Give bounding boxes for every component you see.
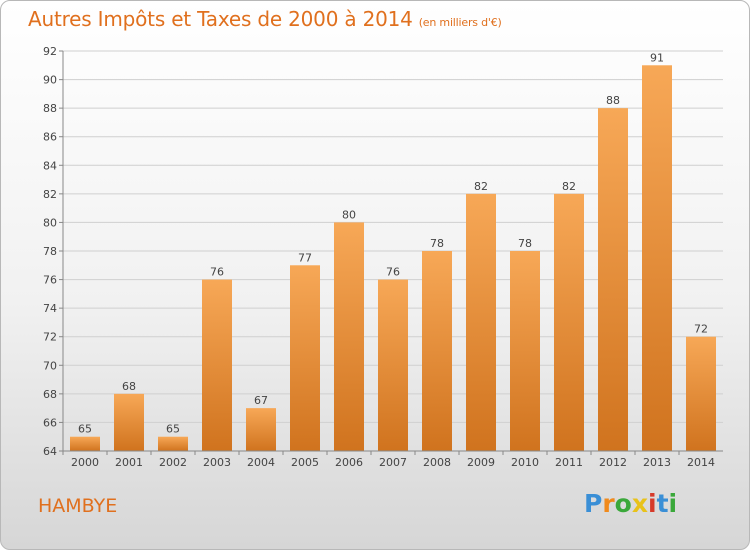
bar-value-label: 76 — [386, 266, 400, 279]
logo-letter: r — [602, 489, 615, 518]
bar-value-label: 88 — [606, 94, 620, 107]
y-tick-label: 76 — [43, 274, 57, 287]
bar-value-label: 77 — [298, 251, 312, 264]
y-tick-label: 70 — [43, 359, 57, 372]
bar-value-label: 76 — [210, 266, 224, 279]
bar — [158, 436, 188, 451]
x-tick-label: 2012 — [599, 456, 627, 469]
y-tick-label: 66 — [43, 416, 57, 429]
bar-value-label: 80 — [342, 208, 356, 221]
bar — [466, 193, 496, 451]
chart-title-text: Autres Impôts et Taxes de 2000 à 2014 — [28, 7, 413, 31]
y-tick-label: 78 — [43, 245, 57, 258]
bar-value-label: 91 — [650, 51, 664, 64]
x-tick-label: 2001 — [115, 456, 143, 469]
bar-value-label: 78 — [430, 237, 444, 250]
y-tick-label: 92 — [43, 45, 57, 58]
place-name: HAMBYE — [38, 495, 118, 517]
y-tick-label: 68 — [43, 388, 57, 401]
bar — [246, 408, 276, 451]
bar — [686, 336, 716, 451]
bar-value-label: 67 — [254, 394, 268, 407]
y-tick-label: 80 — [43, 216, 57, 229]
bar-value-label: 65 — [78, 423, 92, 436]
logo-letter: i — [648, 489, 657, 518]
bar-value-label: 82 — [562, 180, 576, 193]
y-tick-label: 64 — [43, 445, 57, 458]
y-tick-label: 86 — [43, 131, 57, 144]
bar — [598, 108, 628, 452]
y-tick-label: 82 — [43, 188, 57, 201]
bar-value-label: 68 — [122, 380, 136, 393]
chart-title: Autres Impôts et Taxes de 2000 à 2014 (en… — [28, 7, 502, 31]
bar — [202, 279, 232, 451]
y-tick-label: 84 — [43, 159, 57, 172]
y-tick-label: 74 — [43, 302, 57, 315]
bar — [290, 265, 320, 451]
x-tick-label: 2002 — [159, 456, 187, 469]
x-tick-label: 2008 — [423, 456, 451, 469]
bar — [642, 65, 672, 452]
bar — [510, 251, 540, 451]
x-tick-label: 2003 — [203, 456, 231, 469]
x-tick-label: 2006 — [335, 456, 363, 469]
bar — [422, 251, 452, 451]
x-tick-label: 2010 — [511, 456, 539, 469]
bar — [334, 222, 364, 451]
logo-letter: x — [631, 489, 648, 518]
x-tick-label: 2007 — [379, 456, 407, 469]
x-tick-label: 2000 — [71, 456, 99, 469]
x-tick-label: 2011 — [555, 456, 583, 469]
logo-letter: o — [614, 489, 632, 518]
proxiti-logo: Proxiti — [584, 489, 677, 518]
y-tick-label: 72 — [43, 331, 57, 344]
x-tick-label: 2005 — [291, 456, 319, 469]
y-tick-label: 88 — [43, 102, 57, 115]
bar-value-label: 65 — [166, 423, 180, 436]
x-tick-label: 2014 — [687, 456, 715, 469]
bar — [70, 436, 100, 451]
bar-value-label: 72 — [694, 323, 708, 336]
bar-value-label: 82 — [474, 180, 488, 193]
x-tick-label: 2013 — [643, 456, 671, 469]
x-tick-label: 2004 — [247, 456, 275, 469]
bar-value-label: 78 — [518, 237, 532, 250]
logo-letter: P — [584, 489, 603, 518]
bar — [378, 279, 408, 451]
chart-subtitle: (en milliers d'€) — [418, 16, 502, 29]
y-tick-label: 90 — [43, 74, 57, 87]
x-tick-label: 2009 — [467, 456, 495, 469]
logo-letter: i — [668, 489, 678, 518]
bar — [554, 193, 584, 451]
logo-letter: t — [656, 489, 669, 518]
bar — [114, 393, 144, 451]
